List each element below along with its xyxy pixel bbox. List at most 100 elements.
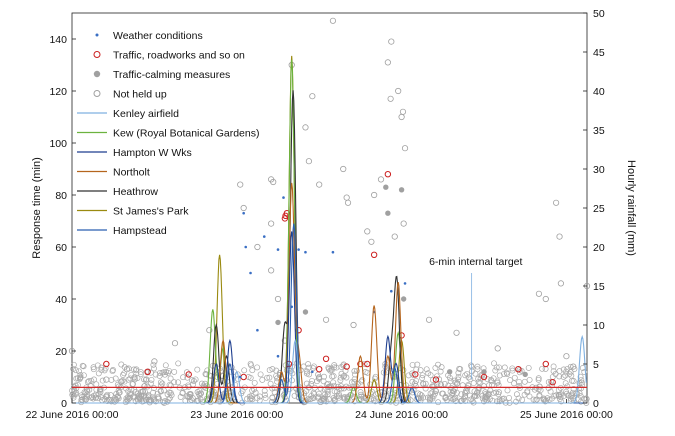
not-held-up-point (86, 378, 92, 385)
traffic-calming-point (481, 369, 487, 375)
not-held-up-point (429, 383, 436, 390)
not-held-up-point (570, 378, 577, 384)
traffic-point (357, 360, 364, 368)
traffic-calming-point (446, 369, 453, 375)
not-held-up-point (446, 374, 453, 381)
not-held-up-point (409, 361, 416, 368)
target-annotation: 6-min internal target (429, 256, 522, 268)
not-held-up-point (351, 368, 358, 375)
not-held-up-point (150, 361, 157, 368)
legend-label-weather: Weather conditions (113, 30, 203, 42)
not-held-up-point (79, 396, 86, 403)
y-right-tick-label: 40 (593, 86, 605, 98)
not-held-up-point (196, 387, 203, 394)
y-right-tick-label: 5 (593, 359, 599, 371)
not-held-up-point (487, 387, 494, 394)
not-held-up-point (115, 395, 122, 402)
not-held-up-point (420, 381, 427, 388)
not-held-up-point (72, 367, 79, 374)
not-held-up-point (401, 145, 409, 152)
not-held-up-point (465, 374, 472, 381)
not-held-up-point (123, 366, 131, 373)
not-held-up-point (453, 389, 460, 396)
y-left-tick-label: 60 (55, 242, 67, 254)
not-held-up-point (267, 380, 274, 387)
not-held-up-point (456, 365, 463, 372)
not-held-up-point (248, 393, 255, 399)
not-held-up-point (405, 372, 412, 379)
not-held-up-point (249, 396, 256, 403)
not-held-up-point (157, 369, 164, 376)
not-held-up-point (128, 371, 135, 378)
not-held-up-point (549, 373, 556, 380)
not-held-up-point (377, 176, 385, 183)
not-held-up-point (581, 369, 588, 375)
not-held-up-point (97, 386, 104, 393)
not-held-up-point (199, 399, 206, 406)
not-held-up-point (266, 367, 273, 374)
not-held-up-point (271, 385, 278, 392)
legend-marker-weather (95, 33, 99, 37)
y-left-tick-label: 80 (55, 190, 67, 202)
not-held-up-point (214, 380, 221, 387)
traffic-point (549, 379, 556, 386)
traffic-point (480, 373, 488, 381)
not-held-up-point (134, 390, 141, 397)
not-held-up-point (261, 387, 268, 394)
not-held-up-point (204, 367, 211, 374)
not-held-up-point (74, 375, 81, 382)
y-left-tick-label: 0 (61, 398, 67, 410)
not-held-up-point (509, 365, 516, 372)
not-held-up-point (398, 113, 405, 121)
not-held-up-point (447, 388, 454, 395)
not-held-up-point (515, 395, 522, 402)
not-held-up-point (501, 364, 508, 371)
not-held-up-point (167, 382, 174, 389)
not-held-up-point (336, 394, 342, 401)
legend-marker-traffic (93, 51, 101, 58)
not-held-up-point (124, 396, 131, 403)
not-held-up-point (545, 379, 552, 386)
traffic-calming-point (400, 296, 407, 302)
target-line-group: 6-min internal target (72, 256, 587, 388)
not-held-up-point (194, 366, 201, 373)
y-left-tick-label: 140 (49, 34, 67, 46)
not-held-up-point (547, 388, 554, 395)
not-held-up-point (336, 385, 343, 392)
not-held-up-point (494, 345, 501, 352)
not-held-up-point (503, 369, 510, 376)
not-held-up-point (108, 398, 115, 405)
not-held-up-point (195, 390, 202, 397)
not-held-up-point (337, 377, 344, 384)
not-held-up-point (450, 388, 456, 395)
not-held-up-point (237, 181, 244, 188)
not-held-up-point (425, 370, 432, 377)
traffic-calming-point (385, 210, 391, 216)
not-held-up-point (553, 392, 560, 399)
not-held-up-point (462, 387, 469, 394)
not-held-up-point (262, 395, 269, 402)
traffic-point (322, 355, 330, 362)
not-held-up-point (330, 379, 337, 386)
not-held-up-point (171, 368, 178, 375)
not-held-up-point (167, 390, 174, 396)
not-held-up-point (535, 375, 542, 382)
y-right-tick-label: 25 (593, 203, 605, 215)
not-held-up-point (578, 385, 585, 392)
not-held-up-point (536, 392, 543, 399)
not-held-up-point (495, 391, 502, 398)
not-held-up-point (359, 376, 366, 383)
not-held-up-point (577, 373, 584, 380)
not-held-up-point (216, 398, 223, 405)
not-held-up-point (84, 379, 91, 385)
not-held-up-point (127, 375, 134, 382)
not-held-up-point (137, 369, 144, 376)
not-held-up-point (364, 228, 371, 235)
not-held-up-point (470, 380, 477, 387)
not-held-up-point (120, 372, 126, 378)
not-held-up-point (474, 363, 481, 370)
not-held-up-point (151, 385, 157, 392)
not-held-up-point (264, 374, 271, 381)
not-held-up-point (269, 394, 276, 401)
not-held-up-point (73, 385, 80, 392)
